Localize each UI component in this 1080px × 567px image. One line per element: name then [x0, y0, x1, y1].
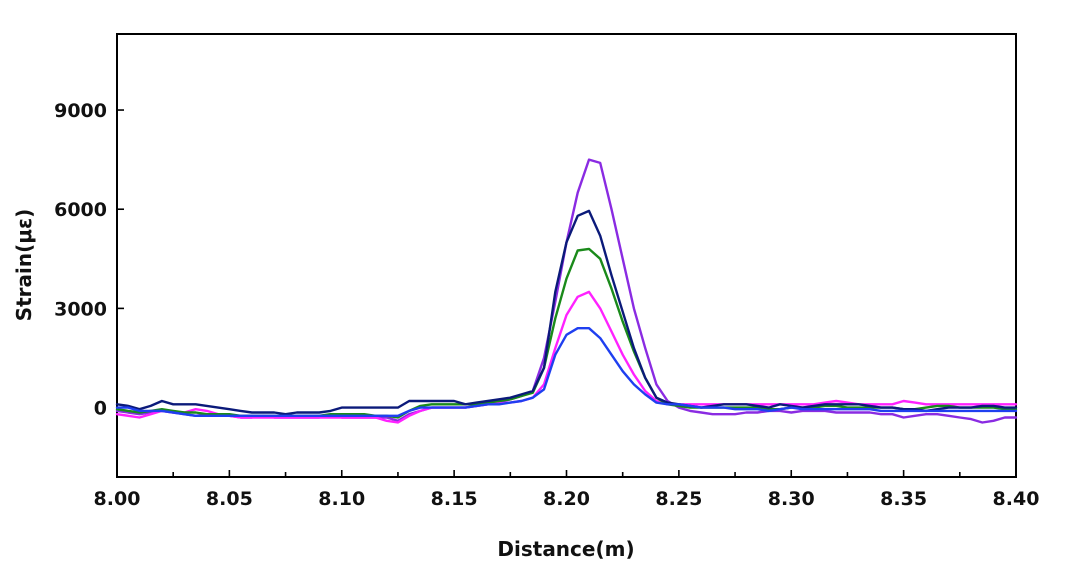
x-tick-label: 8.00 [94, 488, 141, 510]
x-tick-label: 8.35 [880, 488, 927, 510]
series-line-4 [115, 209, 1018, 416]
series-line-5 [115, 327, 1018, 417]
x-tick-label: 8.40 [993, 488, 1040, 510]
axis-tick-labels: 8.00 8.05 8.10 8.15 8.20 8.25 8.30 8.35 8.40 0 300… [54, 100, 1039, 510]
y-tick-label: 0 [94, 398, 107, 420]
x-tick-label: 8.25 [655, 488, 702, 510]
y-tick-label: 9000 [54, 100, 107, 122]
series-line-1 [115, 158, 1018, 424]
x-axis-title: Distance(m) [497, 537, 634, 561]
series-line-3 [115, 247, 1018, 419]
x-tick-label: 8.10 [318, 488, 365, 510]
axis-ticks [116, 109, 1017, 477]
series-line-2 [115, 290, 1018, 424]
x-tick-label: 8.15 [431, 488, 478, 510]
series-lines [115, 158, 1018, 424]
y-axis-title: Strain(με) [12, 209, 36, 322]
y-tick-label: 3000 [54, 298, 107, 320]
x-tick-label: 8.05 [206, 488, 253, 510]
y-tick-label: 6000 [54, 199, 107, 221]
x-tick-label: 8.30 [768, 488, 815, 510]
x-tick-label: 8.20 [543, 488, 590, 510]
